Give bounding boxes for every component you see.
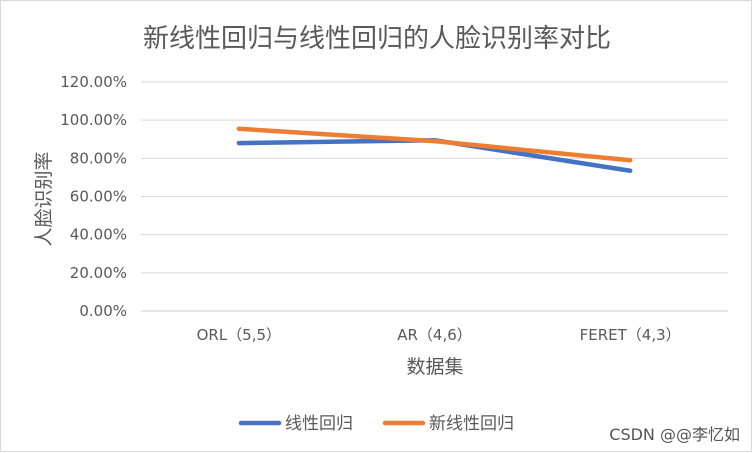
series-lines — [239, 129, 631, 171]
legend-label: 新线性回归 — [429, 414, 514, 434]
chart-title: 新线性回归与线性回归的人脸识别率对比 — [143, 24, 611, 54]
x-tick-label: ORL（5,5） — [197, 326, 281, 344]
y-tick-label: 60.00% — [70, 188, 127, 206]
series-line-2 — [239, 129, 630, 160]
y-tick-label: 20.00% — [70, 264, 127, 282]
legend: 线性回归 新线性回归 — [241, 414, 514, 434]
legend-label: 线性回归 — [285, 414, 353, 434]
y-tick-label: 100.00% — [60, 111, 127, 129]
x-axis-ticks: ORL（5,5） AR（4,6） FERET（4,3） — [197, 326, 681, 344]
y-tick-label: 0.00% — [79, 302, 127, 320]
x-axis-label: 数据集 — [406, 356, 463, 378]
y-tick-label: 40.00% — [70, 226, 127, 244]
y-tick-label: 120.00% — [60, 73, 127, 91]
y-axis-label: 人脸识别率 — [33, 151, 55, 246]
y-axis-ticks: 0.00% 20.00% 40.00% 60.00% 80.00% 100.00% 120.… — [60, 73, 127, 320]
gridlines — [141, 82, 728, 311]
watermark: CSDN @@李忆如 — [609, 425, 740, 444]
y-tick-label: 80.00% — [70, 149, 127, 167]
x-tick-label: FERET（4,3） — [580, 326, 681, 344]
x-tick-label: AR（4,6） — [397, 326, 472, 344]
